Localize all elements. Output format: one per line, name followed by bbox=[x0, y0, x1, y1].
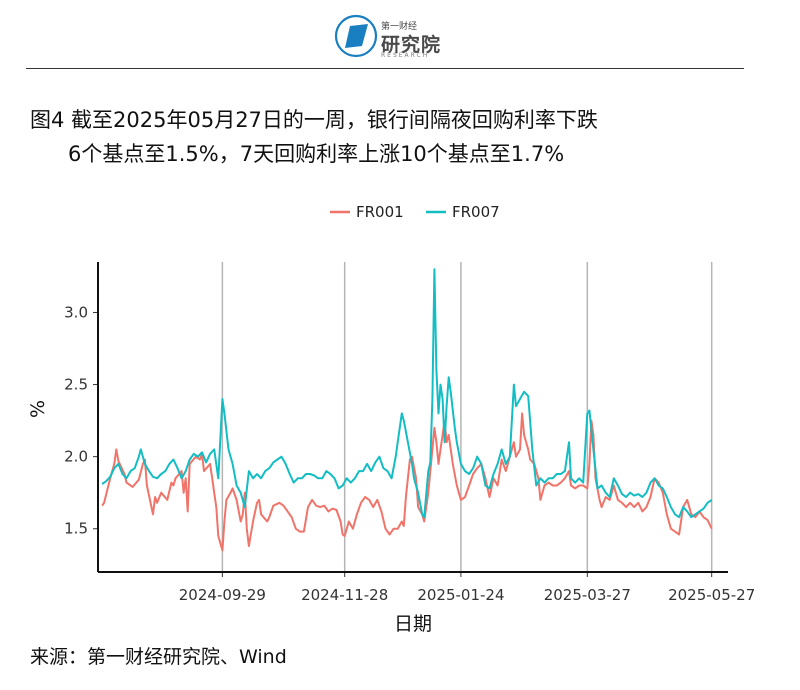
x-tick-label: 2024-11-28 bbox=[301, 586, 388, 604]
figure-title: 图4 截至2025年05月27日的一周，银行间隔夜回购利率下跌 6个基点至1.5… bbox=[30, 103, 598, 171]
y-tick-label: 2.5 bbox=[64, 376, 88, 394]
x-axis-title: 日期 bbox=[394, 613, 432, 635]
legend-label-fr001: FR001 bbox=[356, 203, 404, 221]
legend-label-fr007: FR007 bbox=[452, 203, 500, 221]
y-tick-label: 3.0 bbox=[64, 303, 88, 321]
title-line-1: 图4 截至2025年05月27日的一周，银行间隔夜回购利率下跌 bbox=[30, 108, 598, 132]
logo-text: 研究院 bbox=[381, 34, 442, 56]
logo-small-text: 第一财经 bbox=[381, 22, 418, 32]
x-tick-label: 2025-03-27 bbox=[544, 586, 631, 604]
logo-en-text: RESEARCH bbox=[381, 52, 430, 59]
y-tick-label: 2.0 bbox=[64, 448, 88, 466]
series-line-fr007 bbox=[101, 268, 713, 519]
logo: 第一财经 研究院 RESEARCH bbox=[334, 10, 454, 60]
header-divider bbox=[26, 68, 744, 69]
title-line-2: 6个基点至1.5%，7天回购利率上涨10个基点至1.7% bbox=[68, 142, 565, 166]
x-tick-label: 2024-09-29 bbox=[179, 586, 266, 604]
logo-circle-icon bbox=[334, 14, 378, 58]
y-tick-label: 1.5 bbox=[64, 520, 88, 538]
x-tick-label: 2025-05-27 bbox=[668, 586, 755, 604]
source-note: 来源：第一财经研究院、Wind bbox=[30, 646, 287, 668]
x-tick-label: 2025-01-24 bbox=[417, 586, 504, 604]
y-axis-title: % bbox=[27, 400, 49, 418]
